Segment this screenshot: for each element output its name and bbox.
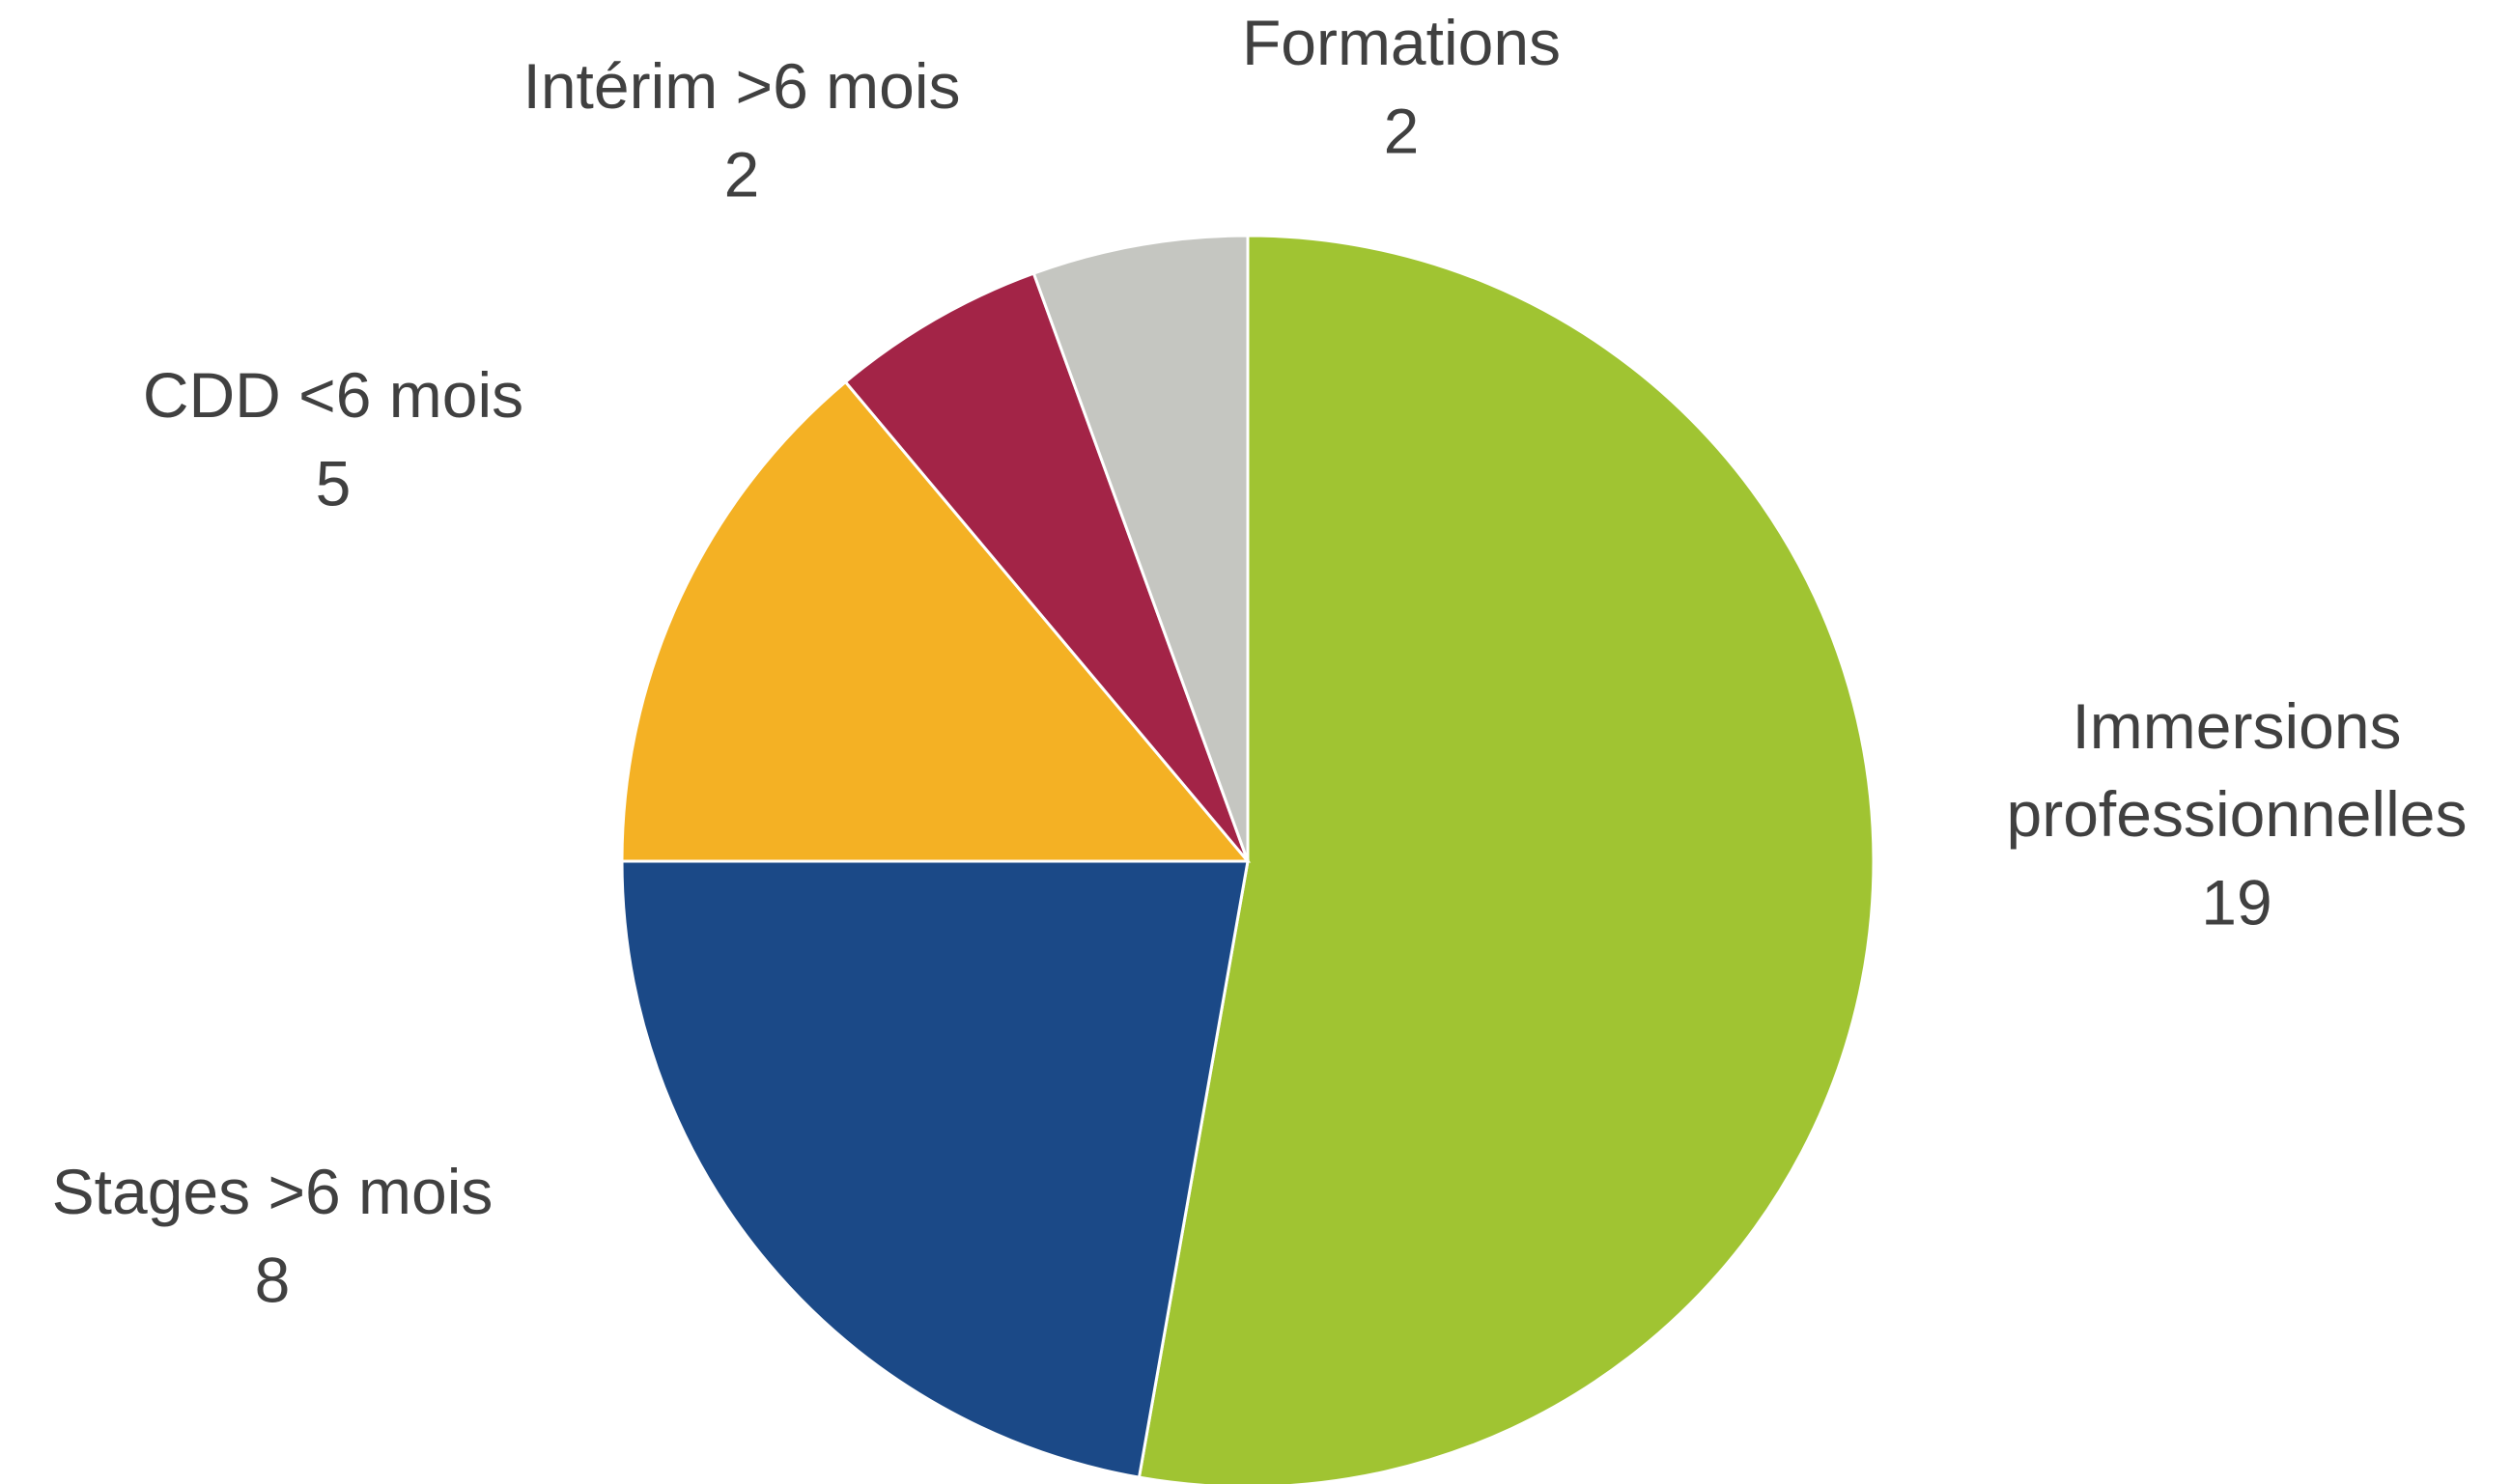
labels: Immersions professionnelles 19 Stages >6 mo… xyxy=(52,7,2468,1315)
pie-slice xyxy=(620,379,1252,863)
slice-label: Immersions professionnelles xyxy=(2007,690,2468,850)
slice-label: CDD <6 mois xyxy=(143,359,523,431)
label-line: professionnelles xyxy=(2007,778,2468,850)
value-label: 5 xyxy=(316,447,352,518)
slice-label: Stages >6 mois xyxy=(52,1156,494,1227)
label-line: Stages >6 mois xyxy=(52,1156,494,1227)
label-line: CDD <6 mois xyxy=(143,359,523,431)
label-line: Intérim >6 mois xyxy=(523,50,961,122)
value-label: 8 xyxy=(255,1244,291,1315)
value-label: 19 xyxy=(2201,866,2271,938)
pie xyxy=(620,234,1876,1484)
label-line: Formations xyxy=(1242,7,1561,78)
pie-slice xyxy=(843,271,1250,862)
label-line: Immersions xyxy=(2072,690,2401,762)
slice-label: Intérim >6 mois xyxy=(523,50,961,122)
value-label: 2 xyxy=(1384,95,1420,166)
pie-slice xyxy=(1137,234,1876,1484)
value-label: 2 xyxy=(724,138,760,210)
pie-slice xyxy=(620,859,1250,1479)
pie-slice xyxy=(1031,234,1250,862)
slice-label: Formations xyxy=(1242,7,1561,78)
